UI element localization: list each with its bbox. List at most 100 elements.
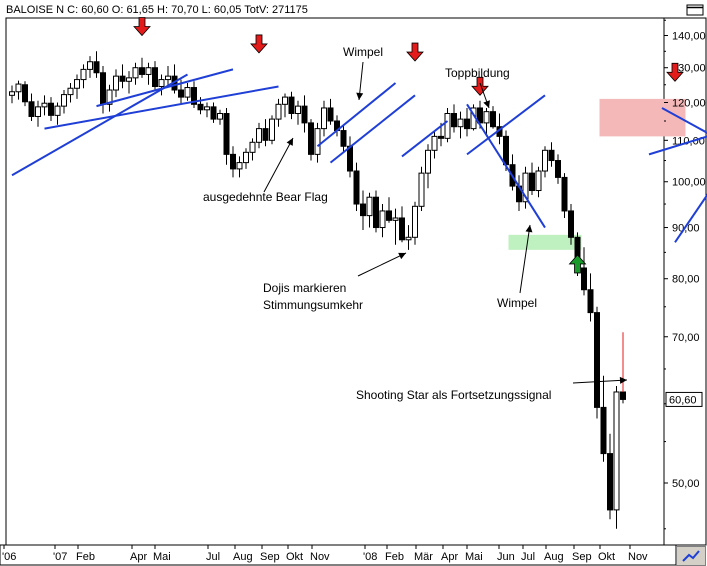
candle-down bbox=[48, 102, 54, 116]
x-tick-label: '07 bbox=[53, 551, 67, 563]
x-tick-label: Mär bbox=[414, 551, 433, 563]
x-tick-label: Apr bbox=[441, 551, 458, 563]
candle-down bbox=[139, 67, 145, 75]
last-price-box bbox=[665, 391, 703, 407]
sell-arrow-icon bbox=[250, 34, 268, 54]
buy-arrow-icon bbox=[568, 254, 587, 274]
topping-zone bbox=[599, 98, 686, 137]
x-tick-label: Jun bbox=[497, 551, 515, 563]
candle-up bbox=[275, 103, 282, 120]
x-tick-label: Jul bbox=[206, 551, 220, 563]
x-tick-label: '08 bbox=[363, 551, 377, 563]
candle-up bbox=[379, 210, 386, 229]
candle-down bbox=[93, 61, 100, 74]
pointer-head-icon bbox=[398, 252, 406, 260]
pointer-head-icon bbox=[286, 138, 293, 146]
annotation-label: Wimpel bbox=[497, 296, 537, 310]
chart-tool-icon bbox=[682, 550, 700, 562]
candle-down bbox=[451, 113, 457, 128]
candle-down bbox=[28, 101, 35, 117]
candle-down bbox=[594, 312, 600, 408]
candle-up bbox=[217, 113, 223, 120]
candle-up bbox=[243, 151, 249, 164]
candle-up bbox=[15, 83, 22, 93]
candle-down bbox=[288, 96, 295, 115]
candle-up bbox=[165, 75, 171, 81]
candle-up bbox=[236, 162, 243, 170]
annotation-label: Wimpel bbox=[343, 45, 383, 59]
candle-up bbox=[535, 170, 542, 192]
candle-up bbox=[145, 67, 152, 75]
candle-down bbox=[587, 289, 594, 314]
x-tick-label: Feb bbox=[385, 551, 404, 563]
candle-up bbox=[418, 172, 425, 207]
candle-down bbox=[22, 84, 28, 103]
candle-down bbox=[386, 210, 392, 221]
annotation-pointer bbox=[357, 252, 407, 277]
candle-up bbox=[204, 106, 210, 111]
candle-down bbox=[360, 203, 366, 217]
candle-down bbox=[308, 122, 314, 155]
candle-down bbox=[561, 176, 568, 212]
candle-down bbox=[568, 210, 574, 238]
candle-up bbox=[444, 113, 451, 139]
candle-down bbox=[399, 217, 405, 241]
candle-down bbox=[230, 153, 236, 170]
x-tick-label: Aug bbox=[544, 551, 564, 563]
x-tick-label: Okt bbox=[286, 551, 303, 563]
y-tick-label: 100,00 bbox=[672, 177, 706, 189]
restore-icon[interactable] bbox=[686, 4, 704, 16]
x-tick-label: Nov bbox=[310, 551, 330, 563]
candle-down bbox=[197, 103, 204, 111]
candle-down bbox=[548, 149, 555, 162]
y-tick-label: 50,00 bbox=[672, 478, 700, 490]
chart-tool-button[interactable] bbox=[676, 546, 706, 566]
candle-down bbox=[340, 130, 347, 147]
candle-up bbox=[249, 141, 256, 153]
trendline bbox=[11, 73, 188, 177]
candle-down bbox=[210, 106, 217, 120]
candle-up bbox=[184, 87, 191, 98]
candle-down bbox=[262, 128, 269, 141]
candle-down bbox=[100, 72, 106, 105]
candle-up bbox=[483, 111, 490, 124]
annotation-label: Stimmungsumkehr bbox=[263, 298, 363, 312]
candle-down bbox=[529, 172, 535, 192]
x-tick-label: Sep bbox=[572, 551, 592, 563]
trendline bbox=[661, 107, 707, 134]
candle-up bbox=[87, 61, 93, 70]
x-tick-label: Feb bbox=[76, 551, 95, 563]
candle-down bbox=[581, 267, 587, 291]
candle-up bbox=[295, 105, 301, 115]
sell-arrow-icon bbox=[666, 62, 684, 82]
candle-up bbox=[425, 149, 431, 174]
candle-up bbox=[35, 106, 41, 117]
candle-up bbox=[113, 75, 119, 91]
candle-down bbox=[464, 118, 470, 130]
candle-up bbox=[282, 96, 288, 105]
candle-up bbox=[41, 102, 48, 108]
candle-down bbox=[347, 145, 353, 172]
candle-down bbox=[503, 135, 509, 166]
sell-arrow-icon bbox=[133, 17, 151, 37]
candle-up bbox=[613, 391, 620, 511]
x-tick-label: Nov bbox=[628, 551, 648, 563]
candle-down bbox=[600, 406, 607, 455]
x-tick-label: Jul bbox=[521, 551, 535, 563]
candle-up bbox=[392, 217, 399, 221]
candle-up bbox=[106, 89, 113, 105]
annotation-label: Dojis markieren bbox=[263, 281, 346, 295]
annotation-label: ausgedehnte Bear Flag bbox=[203, 190, 328, 204]
candle-up bbox=[132, 67, 139, 79]
candle-up bbox=[80, 68, 87, 81]
trendline bbox=[44, 85, 279, 130]
candle-up bbox=[314, 128, 321, 155]
candle-up bbox=[412, 205, 418, 238]
x-tick-label: Apr bbox=[130, 551, 147, 563]
sell-arrow-icon bbox=[471, 76, 489, 96]
trendline bbox=[648, 135, 707, 156]
candle-up bbox=[542, 149, 548, 172]
y-tick-label: 70,00 bbox=[672, 332, 700, 344]
candle-down bbox=[620, 391, 626, 400]
